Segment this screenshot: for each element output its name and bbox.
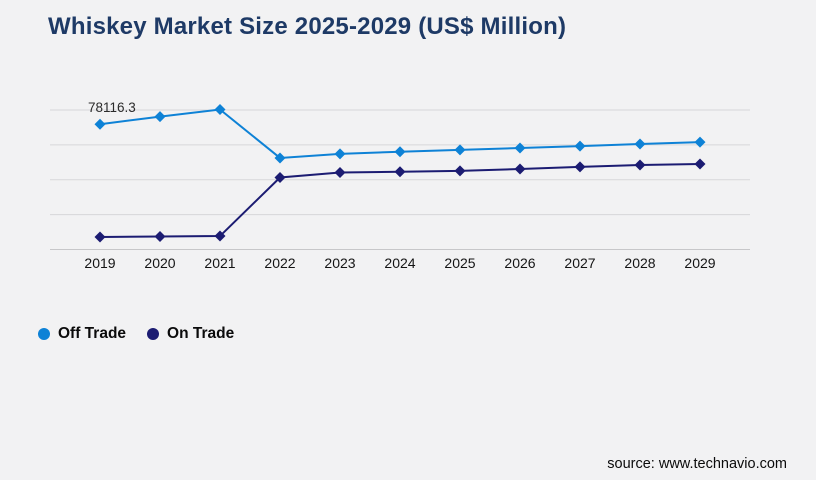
data-point-on-trade-2023 (334, 167, 346, 179)
legend-marker-icon (147, 328, 160, 340)
x-axis-label: 2029 (684, 255, 715, 271)
data-point-on-trade-2021 (214, 230, 226, 242)
data-point-on-trade-2029 (694, 158, 706, 170)
x-axis-label: 2025 (444, 255, 475, 271)
legend-item-on-trade: On Trade (147, 325, 234, 343)
x-axis-label: 2027 (564, 255, 595, 271)
legend-label: Off Trade (58, 325, 127, 342)
x-axis-label: 2020 (144, 255, 175, 271)
data-point-off-trade-2026 (514, 142, 526, 154)
x-axis-label: 2023 (324, 255, 355, 271)
data-point-off-trade-2023 (334, 148, 346, 160)
x-axis-label: 2019 (84, 255, 115, 271)
x-axis-label: 2026 (504, 255, 535, 271)
data-point-off-trade-2024 (394, 146, 406, 158)
legend-label: On Trade (167, 325, 235, 342)
legend-item-off-trade: Off Trade (38, 325, 126, 343)
data-point-on-trade-2019 (94, 231, 106, 243)
data-point-on-trade-2028 (634, 159, 646, 171)
data-point-on-trade-2024 (394, 166, 406, 178)
data-point-off-trade-2020 (154, 111, 166, 123)
data-point-off-trade-2029 (694, 136, 706, 148)
data-point-off-trade-2027 (574, 140, 586, 152)
chart-title: Whiskey Market Size 2025-2029 (US$ Milli… (48, 13, 567, 40)
data-point-off-trade-2021 (214, 104, 226, 116)
value-annotation: 78116.3 (88, 100, 136, 115)
data-point-off-trade-2028 (634, 138, 646, 150)
x-axis-label: 2021 (204, 255, 235, 271)
source-attribution: source: www.technavio.com (607, 456, 787, 472)
data-point-on-trade-2025 (454, 165, 466, 177)
data-point-on-trade-2026 (514, 163, 526, 175)
data-point-off-trade-2025 (454, 144, 466, 156)
data-point-off-trade-2019 (94, 118, 106, 130)
data-point-on-trade-2027 (574, 161, 586, 173)
x-axis-label: 2022 (264, 255, 295, 271)
data-point-on-trade-2020 (154, 231, 166, 243)
x-axis-label: 2024 (384, 255, 415, 271)
data-point-on-trade-2022 (274, 172, 286, 184)
chart-legend: Off Trade On Trade (38, 325, 234, 343)
x-axis-label: 2028 (624, 255, 655, 271)
line-chart-plot: 2019 2020 2021 2022 2023 2024 2025 2026 2027 2028… (50, 100, 750, 271)
legend-marker-icon (38, 328, 50, 340)
data-point-off-trade-2022 (274, 152, 286, 164)
